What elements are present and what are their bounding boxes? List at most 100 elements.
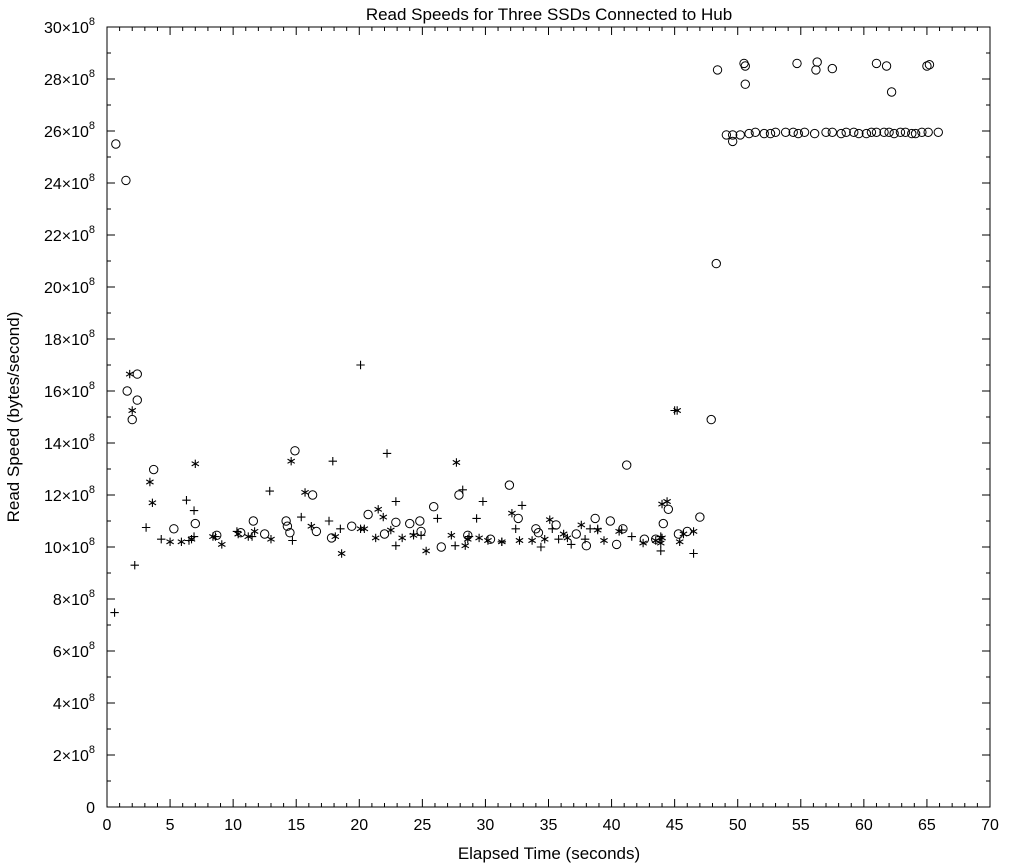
data-point-asterisk	[360, 524, 369, 533]
data-point-circle	[721, 130, 732, 140]
y-tick-label: 4×108	[53, 692, 95, 713]
data-point-plus	[391, 541, 401, 550]
x-tick-label: 15	[287, 817, 305, 834]
data-point-circle	[504, 480, 515, 490]
data-point-circle	[750, 127, 761, 138]
data-point-plus	[182, 496, 191, 505]
data-point-circle	[658, 518, 668, 529]
data-point-plus	[497, 537, 507, 546]
x-tick-label: 50	[729, 817, 747, 834]
data-point-circle	[132, 395, 142, 405]
data-point-circle	[923, 127, 933, 138]
data-point-plus	[536, 542, 546, 552]
data-point-circle	[765, 128, 776, 139]
data-point-asterisk	[267, 535, 275, 544]
data-point-plus	[593, 524, 602, 533]
y-tick-label: 10×108	[44, 536, 95, 557]
data-point-circle	[881, 61, 892, 71]
data-point-circle	[924, 59, 935, 70]
data-point-asterisk	[177, 537, 186, 546]
data-point-plus	[232, 527, 242, 536]
data-point-circle	[727, 130, 738, 140]
data-point-circle	[727, 136, 738, 147]
data-point-asterisk	[475, 533, 484, 543]
data-point-circle	[735, 130, 745, 140]
data-point-asterisk	[528, 536, 537, 545]
data-point-circle	[740, 61, 750, 71]
data-point-plus	[511, 524, 520, 533]
x-axis-label: Elapsed Time (seconds)	[458, 844, 640, 863]
data-point-plus	[689, 549, 698, 558]
data-point-circle	[879, 127, 889, 138]
data-point-asterisk	[422, 546, 431, 556]
data-point-circle	[836, 128, 846, 139]
x-tick-label: 10	[224, 817, 242, 834]
x-tick-label: 65	[918, 817, 936, 834]
x-tick-label: 60	[855, 817, 873, 834]
data-point-plus	[554, 535, 563, 544]
x-tick-label: 30	[477, 817, 495, 834]
data-point-circle	[910, 128, 921, 139]
data-point-circle	[711, 258, 721, 269]
data-point-asterisk	[145, 477, 154, 487]
data-point-asterisk	[307, 522, 316, 531]
data-point-circle	[513, 513, 523, 524]
data-point-circle	[415, 516, 425, 526]
data-point-circle	[290, 446, 300, 456]
data-point-circle	[900, 127, 911, 138]
data-point-circle	[259, 529, 270, 539]
data-point-circle	[190, 518, 201, 529]
y-tick-label: 20×108	[44, 276, 95, 297]
data-point-asterisk	[379, 512, 388, 522]
chart-title: Read Speeds for Three SSDs Connected to …	[366, 5, 732, 24]
x-tick-label: 5	[166, 817, 175, 834]
data-point-circle	[111, 139, 121, 149]
data-point-circle	[605, 516, 616, 526]
data-point-plus	[211, 532, 220, 541]
data-point-asterisk	[577, 520, 586, 530]
data-point-asterisk	[639, 538, 648, 548]
data-point-asterisk	[125, 369, 134, 379]
data-point-asterisk	[386, 525, 395, 535]
data-point-circle	[780, 127, 791, 138]
data-point-circle	[770, 127, 781, 138]
x-tick-label: 40	[603, 817, 621, 834]
data-point-asterisk	[484, 536, 492, 545]
data-point-plus	[189, 532, 199, 541]
data-points	[110, 57, 943, 617]
data-point-circle	[611, 539, 622, 550]
data-point-plus	[548, 524, 557, 533]
data-point-circle	[849, 127, 859, 138]
y-tick-label: 24×108	[44, 172, 95, 193]
data-point-circle	[740, 79, 750, 89]
data-point-asterisk	[559, 529, 568, 539]
data-point-plus	[627, 532, 636, 541]
data-point-asterisk	[600, 536, 608, 545]
data-point-circle	[571, 529, 581, 539]
data-point-asterisk	[337, 549, 346, 558]
data-point-circle	[590, 513, 600, 524]
data-point-circle	[871, 58, 882, 69]
data-point-circle	[436, 542, 446, 552]
data-point-plus	[656, 532, 665, 541]
y-axis-label: Read Speed (bytes/second)	[4, 312, 23, 523]
data-point-circle	[793, 128, 803, 139]
data-point-circle	[282, 521, 293, 531]
data-point-asterisk	[461, 541, 470, 550]
data-point-plus	[297, 512, 306, 522]
y-axis: 0 2×108 4×108 6×108 8×108 10×108 12×108 14×108 1…	[44, 16, 990, 817]
data-point-circle	[663, 504, 674, 514]
y-tick-label: 30×108	[44, 16, 95, 37]
data-point-circle	[581, 541, 592, 551]
data-point-asterisk	[128, 406, 137, 415]
data-point-asterisk	[371, 533, 380, 543]
data-point-asterisk	[301, 488, 309, 497]
data-point-plus	[141, 523, 151, 532]
data-point-circle	[788, 127, 798, 138]
data-point-asterisk	[679, 529, 688, 539]
data-point-circle	[792, 58, 802, 69]
y-tick-label: 8×108	[53, 588, 95, 609]
data-point-plus	[409, 529, 418, 539]
x-tick-label: 55	[792, 817, 810, 834]
